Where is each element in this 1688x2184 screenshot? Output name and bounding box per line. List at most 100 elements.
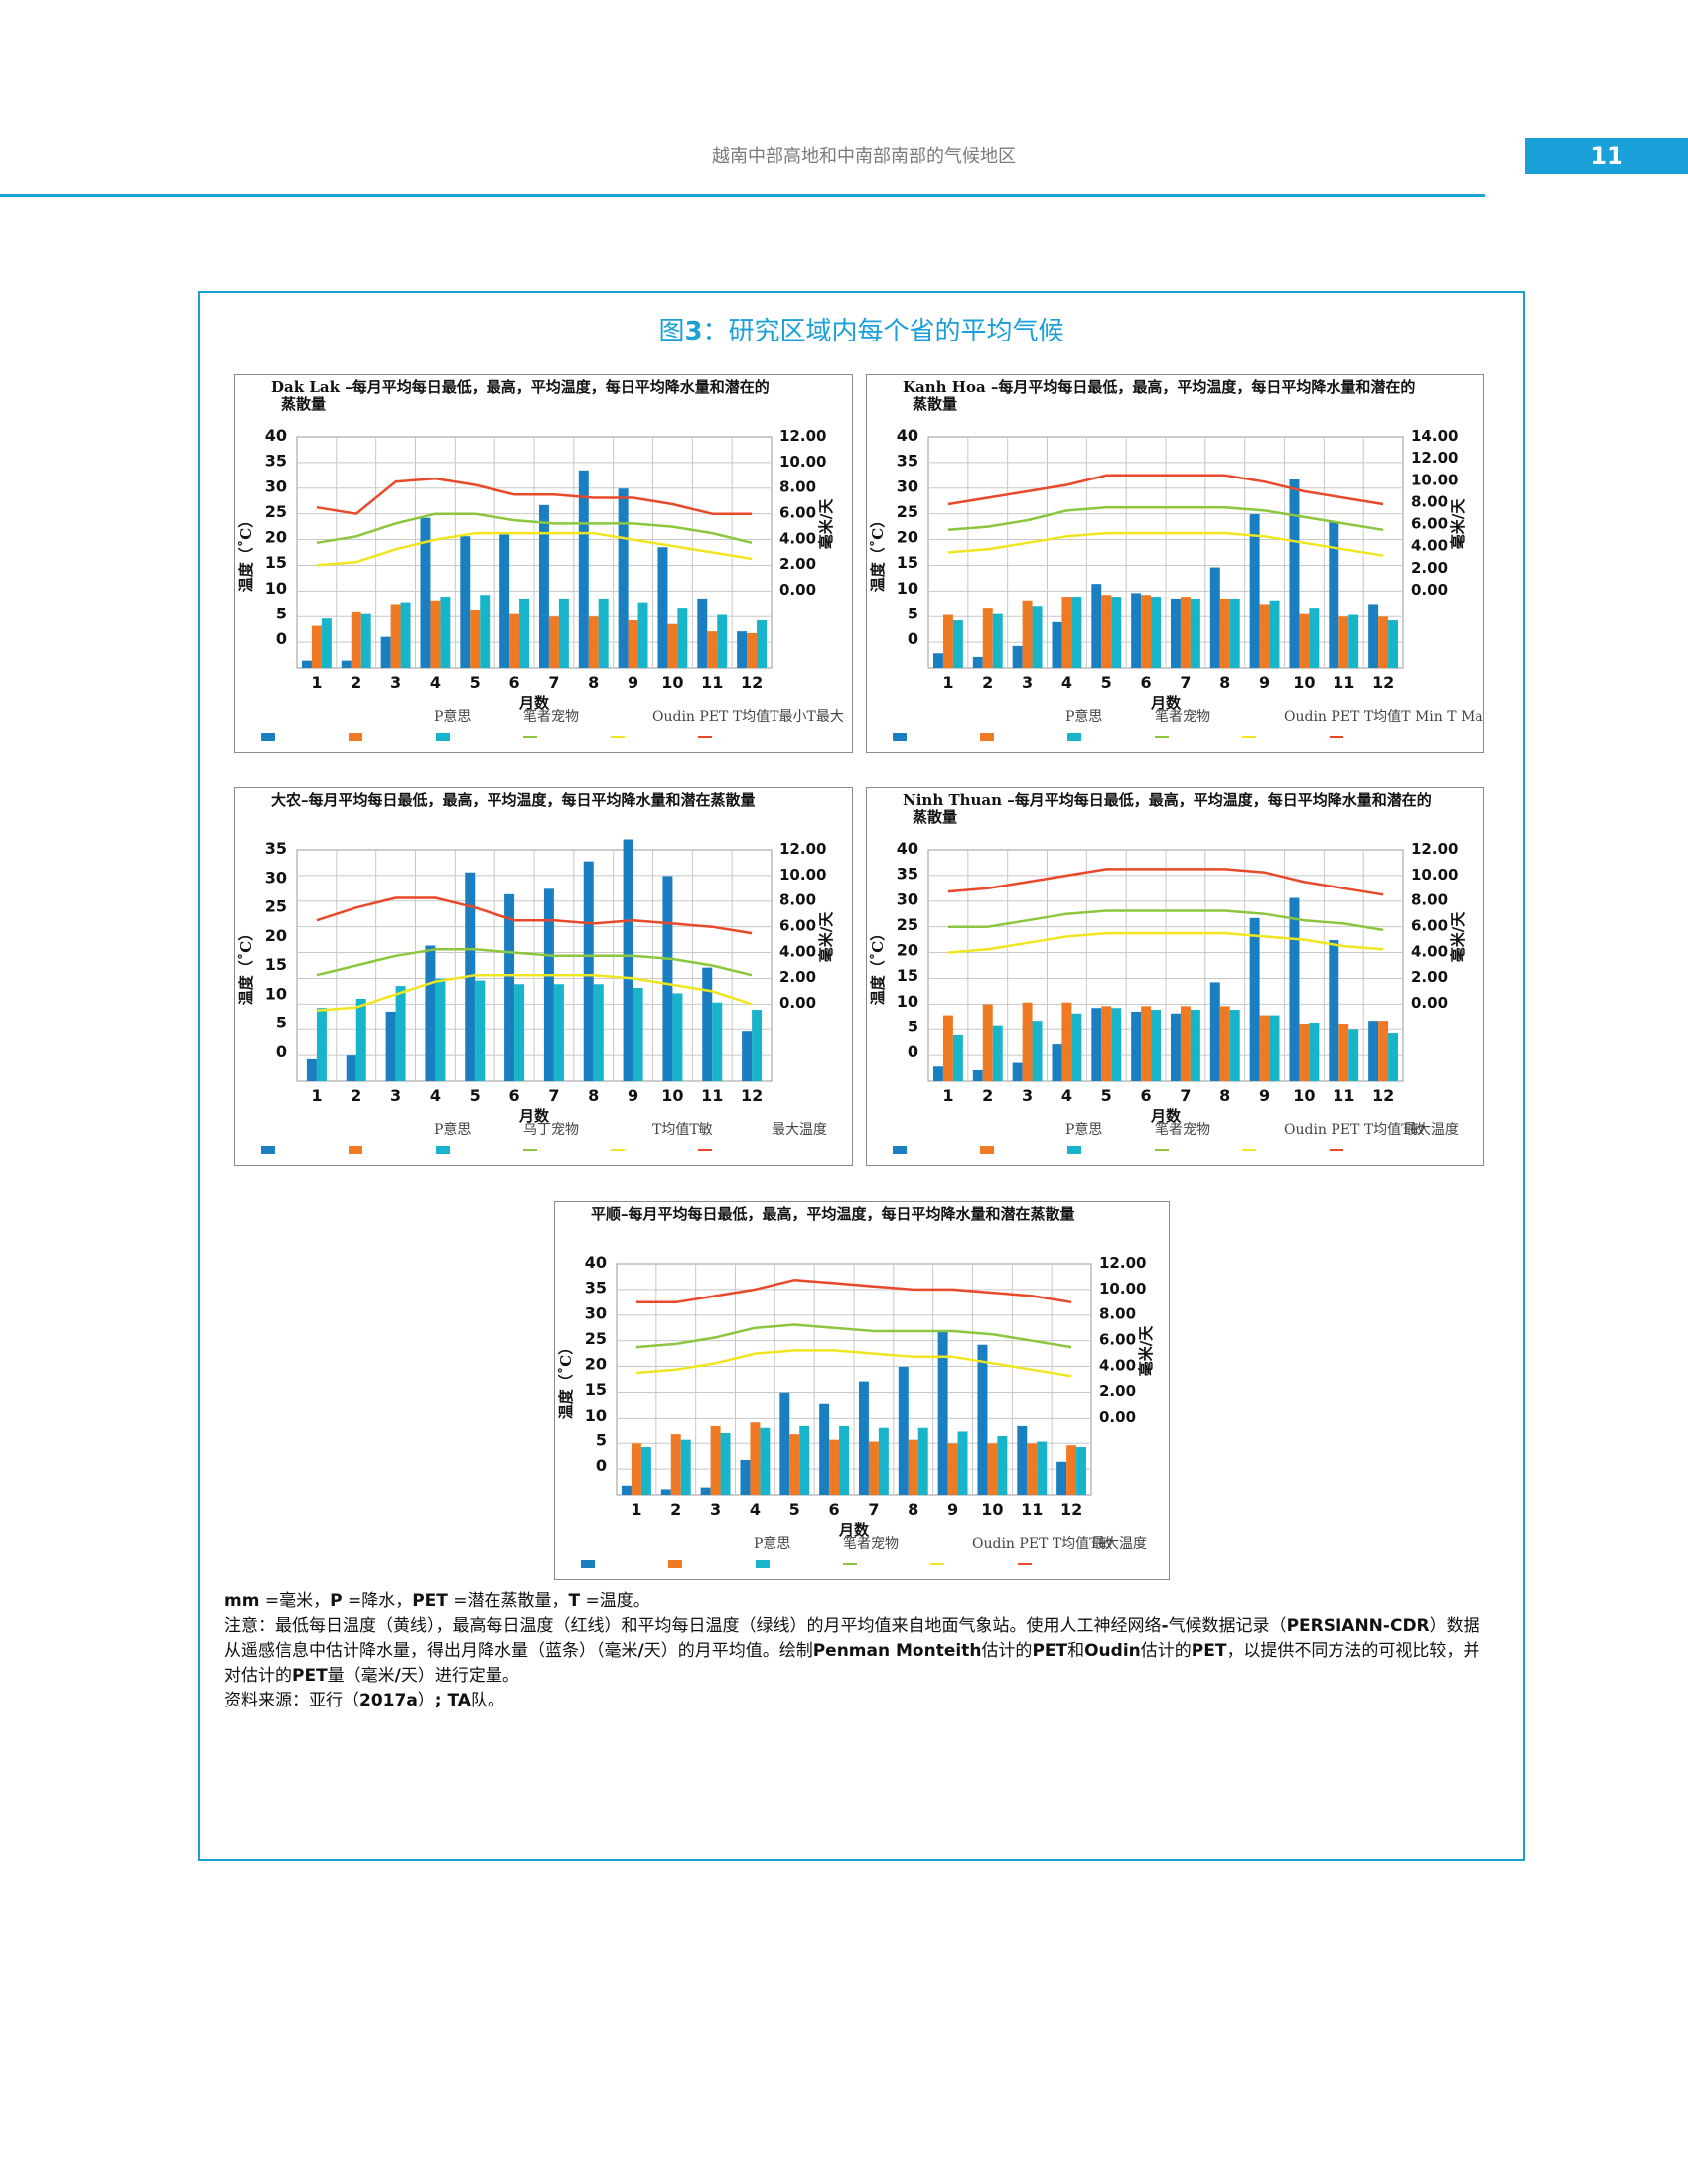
bar-pet-a (942, 1015, 953, 1081)
y-tick-right: 2.00 (1099, 1382, 1136, 1400)
bar-pet-b (1111, 597, 1122, 668)
x-tick: 10 (661, 673, 683, 692)
bar-pet-b (1388, 1033, 1399, 1081)
chart-svg: Dak Lak –每月平均每日最低，最高，平均温度，每日平均降水量和潜在的蒸散量… (237, 378, 844, 741)
chart-svg: Ninh Thuan –每月平均每日最低，最高，平均温度，每日平均降水量和潜在的… (869, 791, 1467, 1154)
bar-pet-b (1032, 606, 1043, 668)
chart-title: Dak Lak –每月平均每日最低，最高，平均温度，每日平均降水量和潜在的 (271, 378, 770, 396)
line-tavg (316, 948, 753, 977)
bar-precip (1131, 593, 1142, 668)
y-tick-right: 12.00 (1099, 1254, 1146, 1272)
chart-kanh-hoa: Kanh Hoa –每月平均每日最低，最高，平均温度，每日平均降水量和潜在的 蒸散… (866, 374, 1484, 753)
bar-precip (1052, 621, 1062, 668)
chart-title-line2: 蒸散量 (913, 808, 957, 826)
bar-precip (1249, 917, 1260, 1081)
x-tick: 2 (351, 1086, 361, 1105)
y-tick-left: 20 (265, 528, 287, 547)
bar-precip (1052, 1044, 1062, 1081)
y-tick-right: 2.00 (779, 968, 816, 986)
chart-title-line2: 蒸散量 (913, 395, 957, 413)
legend-swatch (581, 1560, 595, 1568)
y-tick-left: 5 (908, 1017, 918, 1035)
bar-pet-a (351, 611, 361, 668)
line-tavg (947, 909, 1384, 932)
bar-pet-a (514, 984, 525, 1081)
bar-precip (460, 536, 471, 668)
y-tick-left: 35 (265, 452, 287, 471)
legend-label: 笔者宠物 (523, 709, 579, 725)
bar-pet-b (400, 602, 411, 668)
y-tick-left: 10 (585, 1406, 607, 1425)
x-tick: 6 (509, 673, 520, 692)
x-tick: 5 (1101, 1086, 1112, 1105)
bar-pet-a (390, 604, 401, 668)
bar-pet-b (839, 1425, 850, 1495)
line-tmax (316, 477, 753, 515)
bar-pet-b (1348, 614, 1359, 668)
bar-pet-b (992, 1025, 1003, 1081)
bar-precip (583, 861, 594, 1081)
line-tmax (635, 1278, 1072, 1304)
y-axis-right-title: 毫米/天 (1449, 498, 1467, 549)
line-tavg (316, 512, 753, 545)
bar-pet-a (628, 620, 638, 668)
x-tick: 10 (981, 1500, 1003, 1519)
bar-precip (1017, 1425, 1028, 1495)
notes-explanation: 注意：最低每日温度（黄线），最高每日温度（红线）和平均每日温度（绿线）的月平均值… (224, 1616, 1480, 1686)
bar-pet-b (760, 1427, 771, 1495)
y-tick-left: 30 (265, 868, 287, 887)
bar-precip (341, 660, 352, 668)
bar-pet-a (750, 1422, 761, 1495)
bar-precip (858, 1381, 869, 1495)
x-tick: 5 (470, 673, 481, 692)
x-tick: 9 (628, 1086, 638, 1105)
bar-pet-a (908, 1439, 918, 1495)
x-tick: 2 (982, 673, 993, 692)
y-tick-left: 35 (265, 839, 287, 858)
x-tick: 3 (390, 673, 401, 692)
bar-pet-b (1309, 1022, 1320, 1081)
bar-precip (819, 1403, 830, 1495)
bar-precip (1329, 521, 1339, 668)
bar-pet-b (677, 608, 688, 668)
x-tick: 5 (789, 1500, 800, 1519)
x-tick: 7 (548, 673, 559, 692)
line-tmin (635, 1349, 1072, 1378)
legend-swatch (349, 1146, 362, 1154)
page-number: 11 (1525, 138, 1688, 174)
bar-precip (1209, 567, 1220, 668)
y-tick-right: 8.00 (1099, 1305, 1136, 1323)
bar-precip (623, 839, 633, 1081)
bar-pet-b (480, 595, 491, 668)
y-tick-left: 5 (908, 604, 918, 622)
bar-pet-b (917, 1427, 928, 1495)
bar-pet-a (509, 613, 520, 668)
legend-swatch (756, 1560, 770, 1568)
bar-pet-a (470, 609, 481, 668)
bar-pet-a (752, 1010, 763, 1081)
line-tmax (947, 868, 1384, 896)
bar-pet-b (558, 598, 569, 668)
bar-precip (385, 1011, 396, 1081)
x-tick: 11 (701, 673, 723, 692)
legend-swatch (261, 1146, 275, 1154)
y-tick-left: 40 (897, 839, 918, 858)
y-tick-right: 6.00 (1099, 1331, 1136, 1349)
bar-pet-a (316, 1008, 327, 1081)
y-tick-left: 0 (596, 1456, 607, 1475)
bar-precip (932, 653, 943, 668)
x-tick: 7 (868, 1500, 879, 1519)
bar-precip (1131, 1011, 1142, 1081)
bar-pet-b (1071, 597, 1082, 668)
y-tick-left: 40 (585, 1253, 607, 1272)
x-tick: 3 (710, 1500, 721, 1519)
bar-pet-b (1388, 620, 1399, 668)
y-tick-right: 2.00 (1411, 968, 1448, 986)
bar-pet-a (1027, 1443, 1038, 1495)
chart-dak-lak: Dak Lak –每月平均每日最低，最高，平均温度，每日平均降水量和潜在的 蒸散量… (234, 374, 853, 753)
x-tick: 4 (430, 1086, 441, 1105)
bar-pet-a (1259, 604, 1270, 668)
bar-pet-b (640, 1447, 651, 1495)
y-tick-left: 10 (265, 579, 287, 598)
x-tick: 9 (947, 1500, 958, 1519)
